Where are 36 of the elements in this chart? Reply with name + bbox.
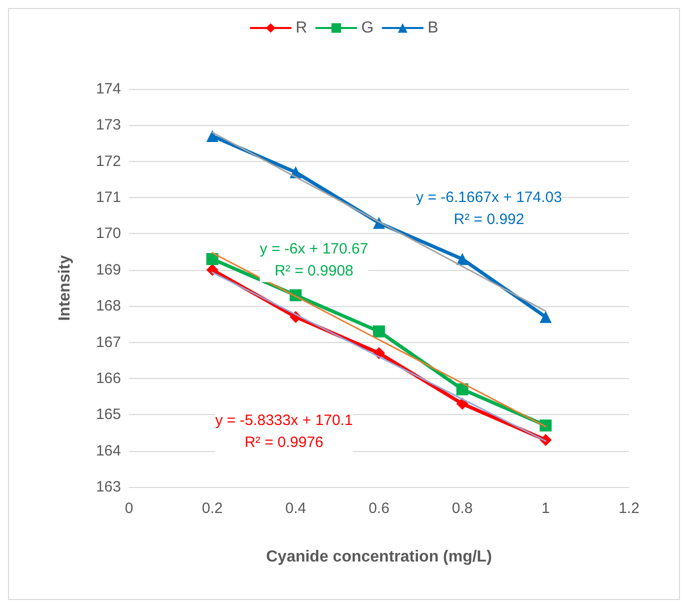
legend-label: B: [428, 20, 438, 36]
y-tick-label: 167: [96, 334, 121, 351]
point: [540, 310, 552, 323]
point: [206, 264, 218, 276]
y-tick-label: 170: [96, 225, 121, 242]
legend-label: G: [361, 20, 374, 36]
y-tick-label: 164: [96, 442, 121, 460]
point: [456, 383, 468, 396]
x-tick-label: 0: [124, 500, 134, 517]
y-tick-label: 163: [96, 478, 121, 496]
x-tick-label: 1: [541, 500, 550, 517]
point: [540, 419, 552, 432]
y-tick-label: 169: [96, 261, 121, 278]
point: [456, 253, 468, 266]
point: [373, 325, 385, 338]
point: [206, 253, 218, 266]
x-tick-label: 0.6: [368, 500, 390, 517]
x-tick-label: 0.4: [285, 500, 306, 517]
legend-label: R: [296, 20, 308, 36]
annotation: y = -5.8333x + 170.1 R² = 0.9976: [215, 412, 353, 451]
y-axis-title: Intensity: [56, 255, 74, 321]
x-tick-label: 1.2: [618, 500, 640, 517]
point: [456, 398, 468, 410]
y-tick-label: 165: [96, 406, 121, 424]
y-tick-label: 174: [96, 80, 121, 98]
x-tick-label: 0.2: [202, 500, 223, 517]
y-tick-label: 166: [96, 370, 121, 387]
x-axis-title: Cyanide concentration (mg/L): [266, 548, 492, 566]
y-tick-label: 168: [96, 298, 121, 315]
y-tick-label: 173: [96, 116, 121, 134]
annotation: y = -6.1667x + 174.03 R² = 0.992: [416, 188, 562, 228]
annotation: y = -6x + 170.67 R² = 0.9908: [260, 240, 368, 280]
x-tick-label: 0.8: [452, 500, 473, 517]
y-tick-label: 171: [96, 189, 121, 206]
y-tick-label: 172: [96, 152, 121, 170]
point: [206, 130, 218, 142]
